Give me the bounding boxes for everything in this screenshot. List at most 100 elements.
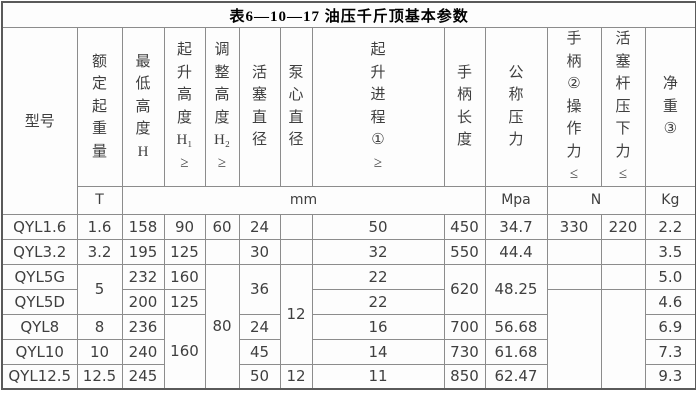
- data-cell: 730: [443, 338, 486, 365]
- table-row: QYL5G 5 232 160 80 36 12 22 620 48.25 5.…: [1, 263, 696, 390]
- data-cell: 700: [443, 313, 486, 340]
- data-cell: 620: [443, 263, 486, 315]
- data-cell: 236: [121, 313, 165, 340]
- data-cell: 240: [121, 338, 165, 365]
- header-rated-capacity: 额 定 起 重 量: [76, 27, 123, 187]
- data-cell: 44.4: [484, 238, 548, 265]
- table-row: QYL8 8 236 160 24 16 700 56.68 6.9: [1, 313, 696, 390]
- header-piston-rod-press-force: 活 塞 杆 压 下 力 ≤: [600, 27, 646, 187]
- data-cell: 158: [121, 213, 165, 240]
- data-cell: 220: [600, 213, 646, 240]
- data-cell: 24: [238, 213, 281, 240]
- data-cell: 56.68: [484, 313, 548, 340]
- model-cell: QYL1.6: [1, 213, 78, 240]
- table-row: QYL5D 200 125 22 4.6: [1, 288, 696, 390]
- table-row: 型号 额 定 起 重 量 最 低 高 度 H 起 升 高 度 H₁ ≥ 调 整 …: [1, 27, 696, 215]
- data-cell: 330: [546, 213, 602, 240]
- table-row: QYL12.5 12.5 245 50 12 11 850 62.47 9.3: [1, 363, 696, 390]
- header-piston-diameter: 活 塞 直 径: [238, 27, 281, 187]
- data-cell: 22: [311, 288, 445, 315]
- data-cell: 36: [238, 263, 281, 315]
- data-cell: 32: [311, 238, 445, 265]
- data-cell: 850: [443, 363, 486, 390]
- data-cell: 34.7: [484, 213, 548, 240]
- table-row: T mm Mpa N Kg: [2, 185, 696, 215]
- data-cell: 24: [238, 313, 281, 340]
- data-cell: 10: [76, 338, 123, 365]
- model-cell: QYL5G: [1, 263, 78, 290]
- unit-megapascal: Mpa: [484, 185, 548, 215]
- data-cell: 48.25: [484, 263, 548, 315]
- data-cell: 232: [121, 263, 165, 290]
- data-cell: 5: [76, 263, 123, 315]
- jack-parameters-table: 表6—10—17 油压千斤顶基本参数 型号 额 定 起 重 量 最 低 高 度 …: [1, 1, 696, 390]
- data-cell: 195: [121, 238, 165, 265]
- header-handle-operating-force: 手 柄 ② 操 作 力 ≤: [546, 27, 602, 187]
- data-cell: 16: [311, 313, 445, 340]
- data-cell: 62.47: [484, 363, 548, 390]
- unit-kilograms: Kg: [644, 185, 696, 215]
- data-cell: [204, 238, 240, 265]
- data-cell: 80: [204, 263, 240, 390]
- unit-newtons: N: [546, 185, 646, 215]
- data-cell: 12: [279, 363, 313, 390]
- model-cell: QYL3.2: [1, 238, 78, 265]
- model-cell: QYL8: [1, 313, 78, 340]
- data-cell: 45: [238, 338, 281, 365]
- header-nominal-pressure: 公 称 压 力: [484, 27, 548, 187]
- data-cell: 160: [163, 263, 206, 290]
- data-cell: 125: [163, 288, 206, 315]
- data-cell: 14: [311, 338, 445, 365]
- data-cell: [600, 288, 646, 390]
- data-cell: 22: [311, 263, 445, 290]
- data-cell: 1.6: [76, 213, 123, 240]
- data-cell: 6.9: [644, 313, 696, 340]
- table-row: QYL1.6 1.6 158 90 60 24 50 450 34.7 330 …: [1, 213, 696, 240]
- data-cell: 550: [443, 238, 486, 265]
- model-cell: QYL5D: [1, 288, 78, 315]
- header-min-height: 最 低 高 度 H: [121, 27, 165, 187]
- data-cell: 9.3: [644, 363, 696, 390]
- header-lift-height: 起 升 高 度 H₁ ≥: [163, 27, 206, 187]
- data-cell: [600, 238, 646, 265]
- table-row: QYL10 10 240 45 14 730 61.68 7.3: [1, 338, 696, 365]
- data-cell: 12.5: [76, 363, 123, 390]
- data-cell: [279, 238, 313, 265]
- header-adjust-height: 调 整 高 度 H₂ ≥: [204, 27, 240, 187]
- header-net-weight: 净 重 ③: [644, 27, 696, 187]
- data-cell: 12: [279, 263, 313, 365]
- data-cell: 450: [443, 213, 486, 240]
- unit-tonnes: T: [76, 185, 123, 215]
- data-cell: 61.68: [484, 338, 548, 365]
- data-cell: 200: [121, 288, 165, 315]
- table-row: QYL3.2 3.2 195 125 30 32 550 44.4 3.5: [1, 238, 696, 265]
- header-model: 型号: [1, 27, 78, 215]
- data-cell: 5.0: [644, 263, 696, 290]
- data-cell: 245: [121, 363, 165, 390]
- data-cell: [546, 238, 602, 265]
- data-cell: [546, 263, 602, 290]
- data-cell: 90: [163, 213, 206, 240]
- unit-millimetres: mm: [121, 185, 486, 215]
- data-cell: 3.2: [76, 238, 123, 265]
- data-cell: 50: [311, 213, 445, 240]
- data-cell: 125: [163, 238, 206, 265]
- data-cell: 60: [204, 213, 240, 240]
- data-cell: [279, 213, 313, 240]
- model-cell: QYL10: [1, 338, 78, 365]
- header-pump-core-diameter: 泵 心 直 径: [279, 27, 313, 187]
- header-lift-stroke: 起 升 进 程 ① ≥: [311, 27, 445, 187]
- data-cell: 11: [311, 363, 445, 390]
- data-cell: 160: [163, 313, 206, 390]
- data-cell: 2.2: [644, 213, 696, 240]
- data-cell: [600, 263, 646, 290]
- data-cell: 50: [238, 363, 281, 390]
- data-cell: 7.3: [644, 338, 696, 365]
- data-cell: 4.6: [644, 288, 696, 315]
- data-cell: 30: [238, 238, 281, 265]
- model-cell: QYL12.5: [1, 363, 78, 390]
- data-cell: 8: [76, 313, 123, 340]
- table-row: 表6—10—17 油压千斤顶基本参数: [1, 1, 696, 28]
- data-cell: 3.5: [644, 238, 696, 265]
- header-handle-length: 手 柄 长 度: [443, 27, 486, 187]
